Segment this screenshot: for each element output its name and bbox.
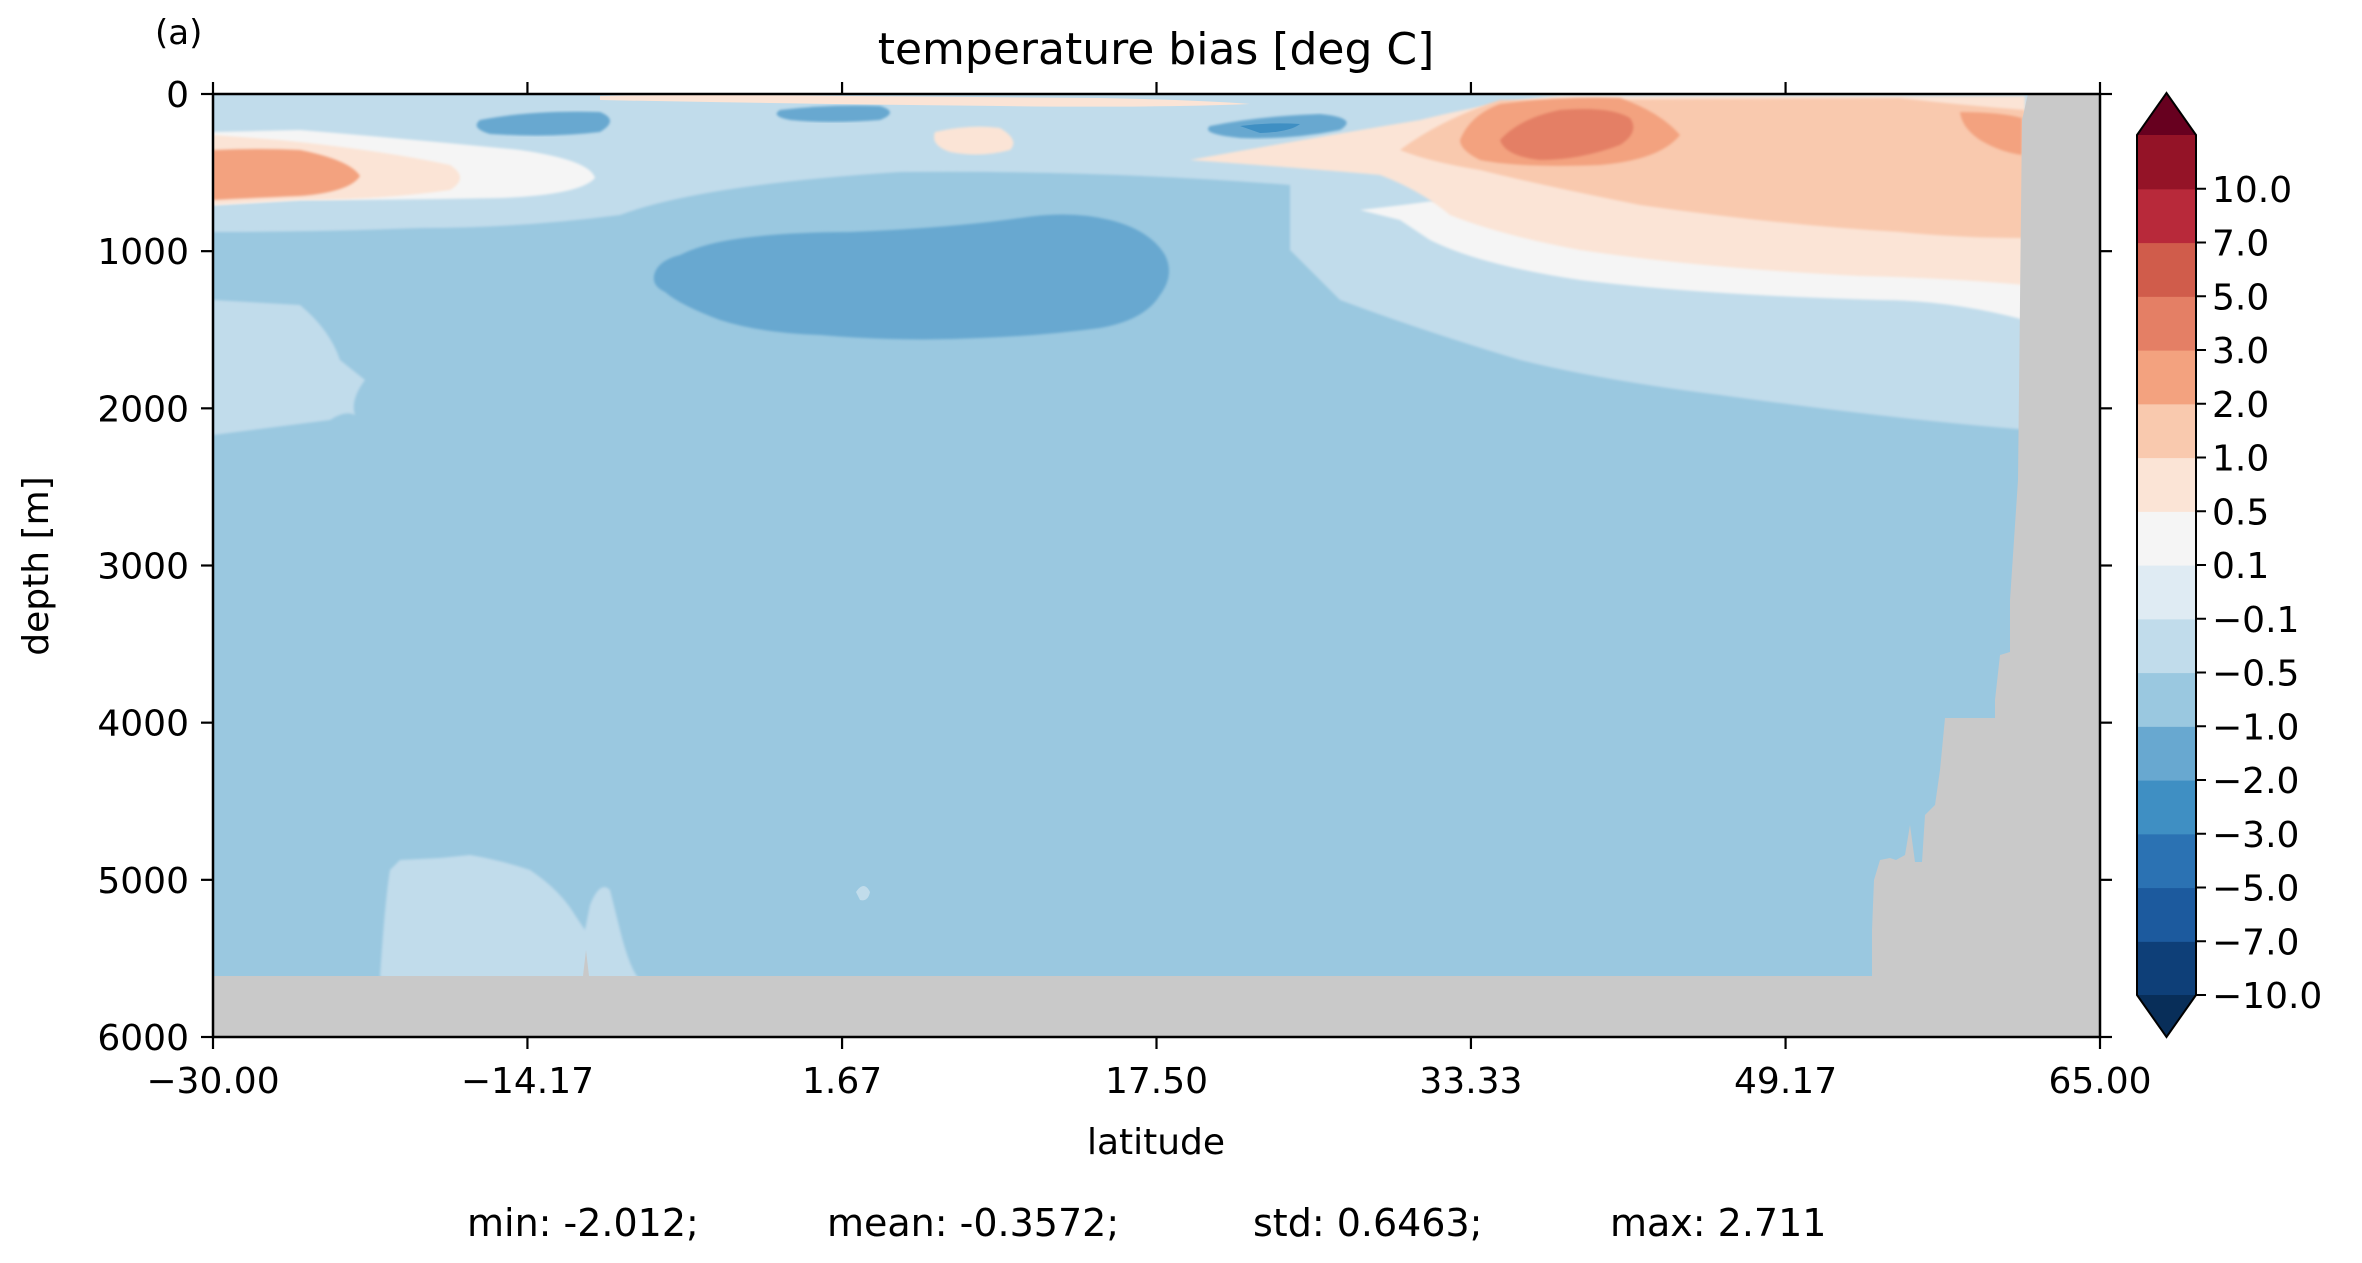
land-spike [583, 950, 589, 976]
colorbar-segment [2137, 188, 2196, 244]
abyssal-blob [856, 886, 870, 901]
colorbar-tick-label: −1.0 [2212, 707, 2299, 748]
y-tick-label: 5000 [97, 861, 189, 902]
surface-warm-strip [600, 95, 1250, 107]
y-tick-label: 1000 [97, 232, 189, 273]
stat-std: std: 0.6463; [1253, 1201, 1482, 1245]
colorbar-tick-label: 0.5 [2212, 492, 2269, 533]
west-deep-band [213, 300, 365, 435]
colorbar-segment [2137, 511, 2196, 566]
y-axis-label: depth [m] [16, 476, 57, 655]
x-axis: −30.00 −14.17 1.67 17.50 33.33 49.17 65.00 [146, 82, 2152, 1102]
cold-streak-center [776, 105, 890, 122]
colorbar-tick-label: 1.0 [2212, 439, 2269, 480]
colorbar-segment [2137, 833, 2196, 889]
colorbar-tick-label: 7.0 [2212, 224, 2269, 265]
colorbar-tick-label: −0.1 [2212, 600, 2299, 641]
colorbar-segment [2137, 618, 2196, 674]
x-tick-label: 33.33 [1419, 1061, 1522, 1102]
colorbar-tick-label: −2.0 [2212, 761, 2299, 802]
colorbar-tick-label: −0.5 [2212, 654, 2299, 695]
colorbar-extend-min [2137, 995, 2196, 1037]
colorbar-segment [2137, 296, 2196, 351]
colorbar-tick-label: −3.0 [2212, 815, 2299, 856]
stats-footer: min: -2.012; mean: -0.3572; std: 0.6463;… [467, 1201, 1826, 1245]
north-warm-east [1960, 112, 2022, 155]
x-tick-label: −14.17 [461, 1061, 594, 1102]
colorbar-segment [2137, 242, 2196, 297]
y-tick-label: 4000 [97, 704, 189, 745]
x-tick-label: 49.17 [1734, 1061, 1837, 1102]
x-tick-label: −30.00 [146, 1061, 279, 1102]
abyssal-patch [380, 855, 640, 980]
colorbar-tick-label: −10.0 [2212, 976, 2322, 1017]
chart-title: temperature bias [deg C] [878, 24, 1435, 75]
y-tick-label: 0 [166, 75, 189, 116]
land-mask [213, 94, 2100, 1037]
colorbar-segment [2137, 726, 2196, 781]
x-axis-label: latitude [1087, 1122, 1225, 1163]
x-tick-label: 1.67 [802, 1061, 882, 1102]
x-tick-label: 17.50 [1105, 1061, 1208, 1102]
y-axis: 0 1000 2000 3000 4000 5000 6000 [97, 75, 2112, 1059]
colorbar-tick-label: −7.0 [2212, 922, 2299, 963]
colorbar-tick-label: 2.0 [2212, 385, 2269, 426]
colorbar-tick-label: −5.0 [2212, 869, 2299, 910]
stat-max: max: 2.711 [1610, 1201, 1826, 1245]
colorbar-tick-label: 10.0 [2212, 170, 2292, 211]
cold-core [653, 214, 1169, 340]
colorbar-tick-label: 5.0 [2212, 277, 2269, 318]
small-warm-lens [934, 126, 1014, 155]
colorbar-extend-max [2137, 93, 2196, 135]
colorbar-segment [2137, 135, 2196, 190]
y-tick-label: 3000 [97, 547, 189, 588]
y-tick-label: 2000 [97, 389, 189, 430]
colorbar-tick-label: 0.1 [2212, 546, 2269, 587]
colorbar-segment [2137, 565, 2196, 620]
colorbar: −10.0 −7.0 −5.0 −3.0 −2.0 −1.0 −0.5 −0.1 0.1 0.5 1… [2136, 91, 2322, 1039]
stat-min: min: -2.012; [467, 1201, 699, 1245]
y-tick-label: 6000 [97, 1018, 189, 1059]
colorbar-segment [2137, 457, 2196, 512]
colorbar-segment [2137, 941, 2196, 996]
colorbar-segment [2137, 887, 2196, 942]
stat-mean: mean: -0.3572; [827, 1201, 1119, 1245]
south-warm-core [213, 149, 360, 200]
colorbar-segment [2137, 403, 2196, 459]
colorbar-segment [2137, 780, 2196, 835]
colorbar-segment [2137, 672, 2196, 727]
colorbar-segment [2137, 350, 2196, 405]
x-tick-label: 65.00 [2048, 1061, 2151, 1102]
cold-streak-west [476, 111, 610, 136]
cold-streak-east-core [1240, 123, 1300, 133]
panel-label: (a) [155, 13, 202, 53]
heatmap-field [213, 94, 2100, 1037]
colorbar-tick-label: 3.0 [2212, 331, 2269, 372]
north-warm-max [1500, 109, 1634, 160]
